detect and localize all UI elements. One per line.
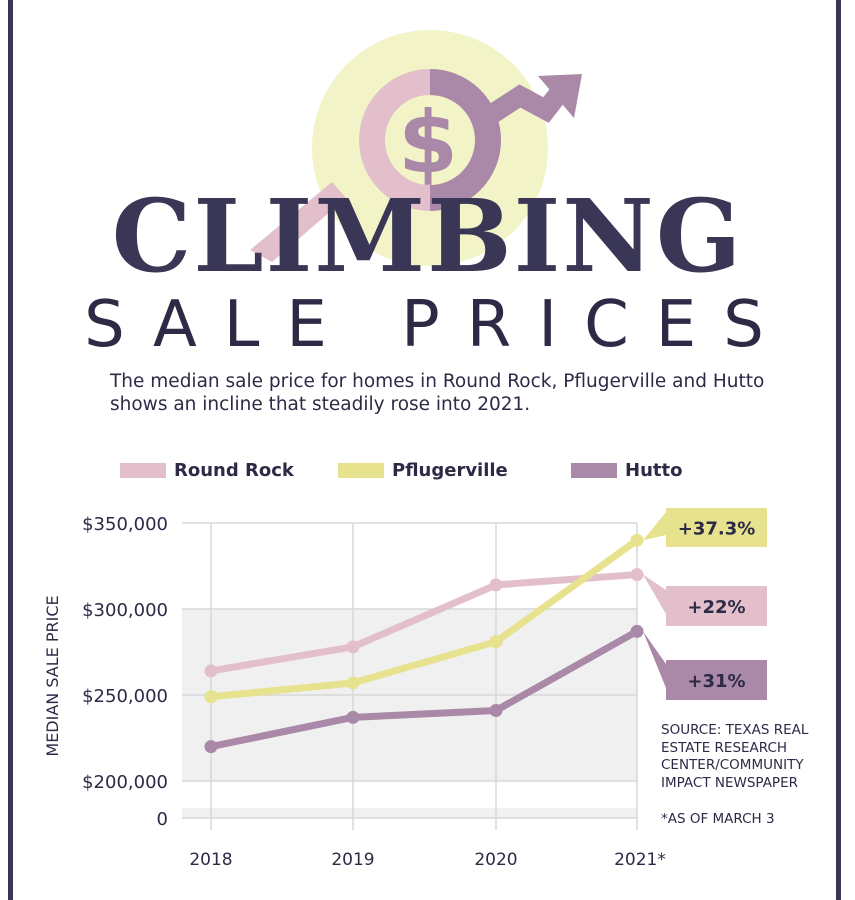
legend-swatch-hutto (571, 462, 617, 478)
callout-pointer-hutto (643, 631, 666, 688)
series-line-pflugerville (207, 536, 641, 701)
legend-label-round-rock: Round Rock (174, 459, 294, 481)
sun-circle-icon (312, 30, 548, 266)
data-point-hutto-3 (630, 624, 644, 638)
chart-description: The median sale price for homes in Round… (110, 371, 765, 415)
legend-swatch-pflugerville (338, 462, 384, 478)
data-point-round-rock-3 (630, 568, 644, 582)
callout-label-pflugerville: +37.3% (678, 519, 756, 540)
callout-pointer-pflugerville (643, 512, 666, 541)
legend-label-pflugerville: Pflugerville (392, 459, 508, 481)
frame-right-border (836, 0, 841, 900)
dollar-sign-icon: $ (398, 93, 458, 193)
x-tick-label-3: 2021* (614, 850, 666, 870)
data-point-pflugerville-3 (630, 533, 644, 547)
callout-box-hutto (666, 660, 767, 700)
x-tick-label-2: 2020 (474, 850, 517, 870)
title-sub: SALE PRICES (84, 288, 791, 362)
ring-right-icon (429, 69, 501, 211)
x-tick-label-0: 2018 (189, 850, 232, 870)
series-line-round-rock (207, 571, 641, 675)
legend-item-hutto: Hutto (571, 458, 682, 482)
y-axis-label: MEDIAN SALE PRICE (43, 595, 62, 756)
y-tick-label-1: $300,000 (82, 600, 168, 621)
legend-label-hutto: Hutto (625, 459, 683, 481)
data-point-pflugerville-1 (346, 676, 360, 690)
data-point-round-rock-0 (204, 664, 218, 678)
data-point-pflugerville-0 (204, 690, 218, 704)
data-point-round-rock-2 (489, 578, 503, 592)
arrow-tail-icon (250, 182, 346, 262)
data-point-pflugerville-2 (489, 635, 503, 649)
legend-swatch-round-rock (120, 462, 166, 478)
data-point-hutto-2 (489, 703, 503, 717)
data-point-round-rock-1 (346, 640, 360, 654)
y-tick-label-4: 0 (157, 809, 168, 830)
y-tick-label-2: $250,000 (82, 686, 168, 707)
arrow-stem-icon (480, 84, 568, 127)
callout-label-hutto: +31% (687, 671, 745, 692)
callout-pointer-round-rock (643, 574, 666, 614)
legend-item-round-rock: Round Rock (120, 458, 294, 482)
grid-band-base (182, 808, 637, 818)
arrow-head-icon (538, 74, 582, 118)
legend-item-pflugerville: Pflugerville (338, 458, 508, 482)
y-tick-label-0: $350,000 (82, 514, 168, 535)
footnote: *AS OF MARCH 3 (661, 811, 775, 827)
x-tick-label-1: 2019 (331, 850, 374, 870)
source-note: SOURCE: TEXAS REAL ESTATE RESEARCH CENTE… (661, 722, 809, 791)
callout-box-round-rock (666, 586, 767, 626)
dollar-arrow-icon: $ (250, 30, 582, 266)
series-line-hutto (207, 627, 641, 751)
title-main: CLIMBING (111, 177, 744, 295)
callout-box-pflugerville (666, 508, 767, 547)
data-point-hutto-1 (346, 710, 360, 724)
frame-left-border (8, 0, 13, 900)
callout-label-round-rock: +22% (687, 597, 745, 618)
y-tick-label-3: $200,000 (82, 772, 168, 793)
data-point-hutto-0 (204, 740, 218, 754)
